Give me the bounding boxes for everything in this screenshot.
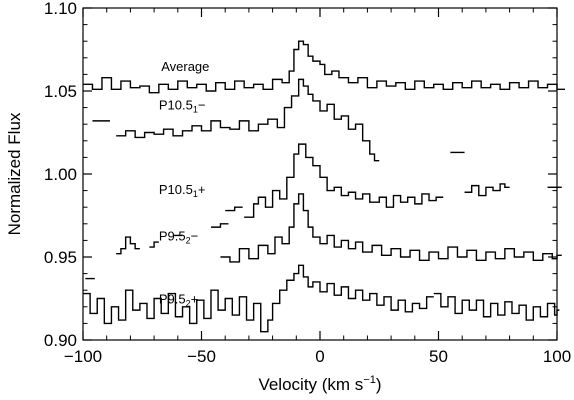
series-line-segment [210, 223, 229, 228]
series-line-segment [244, 143, 444, 218]
x-axis-label: Velocity (km s−1) [258, 374, 381, 394]
series-3 [85, 193, 562, 280]
series-line-segment [116, 78, 380, 162]
y-tick-label: 1.05 [44, 82, 77, 101]
series-line-segment [225, 206, 243, 212]
y-tick-label: 0.90 [44, 331, 77, 350]
series-0 [83, 40, 565, 94]
x-axis-label-close: ) [376, 375, 382, 394]
y-tick-label: 1.00 [44, 165, 77, 184]
series-2 [210, 143, 562, 228]
series-line-segment [83, 264, 434, 333]
y-axis-label: Normalized Flux [5, 112, 24, 235]
y-tick-label: 1.10 [44, 0, 77, 18]
x-axis-label-exponent: −1 [363, 374, 376, 386]
series-line-segment [83, 40, 565, 94]
y-tick-label: 0.95 [44, 248, 77, 267]
series-4 [83, 264, 560, 333]
series-line-segment [220, 193, 562, 263]
tick-layer: −100 −50 0 50 100 0.90 0.95 1.00 1.05 1.10 [44, 0, 571, 366]
x-tick-label: −50 [187, 347, 216, 366]
x-tick-label: 100 [543, 347, 571, 366]
series-line-segment [433, 292, 560, 321]
series-label: Average [161, 59, 209, 74]
series-label-layer: Average P10.51− P10.51+ P9.52− P9.52+ [159, 59, 210, 308]
x-tick-label: 50 [429, 347, 448, 366]
x-tick-label: −100 [64, 347, 102, 366]
series-label: P9.52− [159, 228, 198, 245]
x-tick-label: 0 [315, 347, 324, 366]
series-layer [83, 40, 565, 333]
series-label: P9.52+ [159, 291, 198, 308]
series-label: P10.51− [159, 97, 206, 114]
series-line-segment [464, 183, 510, 197]
series-label: P10.51+ [159, 182, 206, 199]
x-axis-label-main: Velocity (km s [258, 375, 363, 394]
series-line-segment [116, 236, 140, 255]
series-line-segment [149, 241, 159, 248]
series-1 [92, 78, 380, 162]
